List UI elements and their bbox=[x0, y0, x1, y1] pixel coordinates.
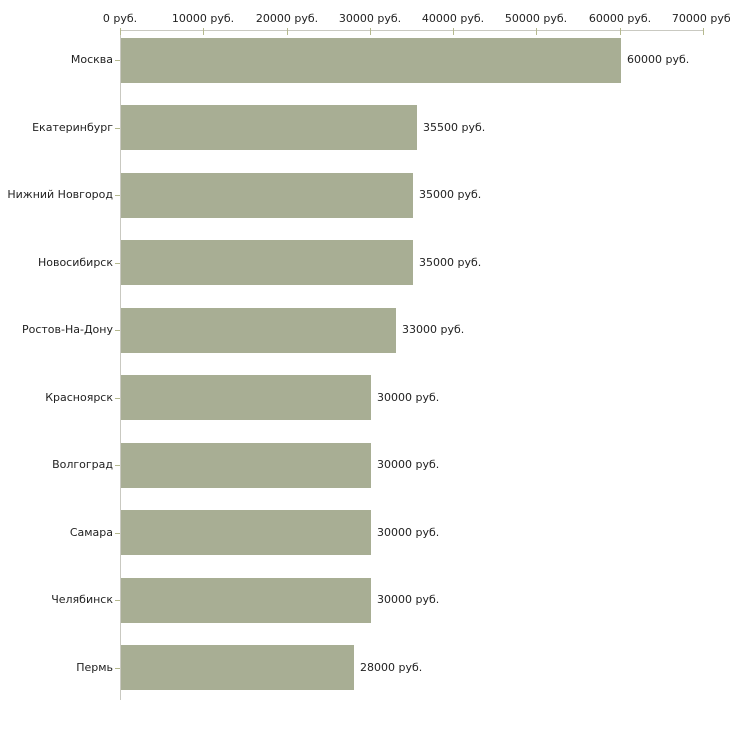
value-label: 35000 руб. bbox=[419, 256, 482, 269]
category-label: Самара bbox=[69, 526, 113, 539]
x-axis-tick bbox=[203, 28, 204, 35]
x-axis-tick-label: 70000 руб. bbox=[671, 12, 730, 25]
y-axis-tick bbox=[115, 60, 120, 61]
x-axis-line bbox=[120, 30, 704, 31]
bar-5 bbox=[121, 375, 371, 420]
y-axis-tick bbox=[115, 465, 120, 466]
value-label: 30000 руб. bbox=[377, 458, 440, 471]
bar-3 bbox=[121, 240, 413, 285]
category-label: Новосибирск bbox=[37, 256, 113, 269]
bar-7 bbox=[121, 510, 371, 555]
x-axis-tick-label: 60000 руб. bbox=[588, 12, 652, 25]
category-label: Красноярск bbox=[45, 391, 113, 404]
y-axis-line bbox=[120, 30, 121, 700]
category-label: Пермь bbox=[76, 661, 113, 674]
value-label: 30000 руб. bbox=[377, 391, 440, 404]
x-axis-tick bbox=[703, 28, 704, 35]
y-axis-tick bbox=[115, 533, 120, 534]
category-label: Москва bbox=[70, 53, 113, 66]
value-label: 30000 руб. bbox=[377, 593, 440, 606]
category-label: Екатеринбург bbox=[32, 121, 113, 134]
value-label: 33000 руб. bbox=[402, 323, 465, 336]
y-axis-tick bbox=[115, 128, 120, 129]
value-label: 35000 руб. bbox=[419, 188, 482, 201]
bar-0 bbox=[121, 38, 621, 83]
x-axis-tick bbox=[120, 28, 121, 35]
value-label: 35500 руб. bbox=[423, 121, 486, 134]
value-label: 28000 руб. bbox=[360, 661, 423, 674]
x-axis-tick bbox=[620, 28, 621, 35]
category-label: Ростов-На-Дону bbox=[21, 323, 113, 336]
value-label: 60000 руб. bbox=[627, 53, 690, 66]
bar-2 bbox=[121, 173, 413, 218]
y-axis-tick bbox=[115, 668, 120, 669]
x-axis-tick-label: 10000 руб. bbox=[171, 12, 235, 25]
bar-9 bbox=[121, 645, 354, 690]
bar-1 bbox=[121, 105, 417, 150]
x-axis-tick-label: 0 руб. bbox=[102, 12, 138, 25]
x-axis-tick bbox=[370, 28, 371, 35]
category-label: Волгоград bbox=[52, 458, 113, 471]
x-axis-tick-label: 30000 руб. bbox=[338, 12, 402, 25]
y-axis-tick bbox=[115, 600, 120, 601]
x-axis-tick-label: 50000 руб. bbox=[504, 12, 568, 25]
y-axis-tick bbox=[115, 398, 120, 399]
x-axis-tick-label: 40000 руб. bbox=[421, 12, 485, 25]
category-label: Нижний Новгород bbox=[7, 188, 113, 201]
x-axis-tick-label: 20000 руб. bbox=[255, 12, 319, 25]
bar-4 bbox=[121, 308, 396, 353]
x-axis-tick bbox=[453, 28, 454, 35]
bar-6 bbox=[121, 443, 371, 488]
x-axis-tick bbox=[536, 28, 537, 35]
value-label: 30000 руб. bbox=[377, 526, 440, 539]
y-axis-tick bbox=[115, 330, 120, 331]
x-axis-tick bbox=[287, 28, 288, 35]
y-axis-tick bbox=[115, 263, 120, 264]
y-axis-tick bbox=[115, 195, 120, 196]
category-label: Челябинск bbox=[51, 593, 113, 606]
bar-8 bbox=[121, 578, 371, 623]
